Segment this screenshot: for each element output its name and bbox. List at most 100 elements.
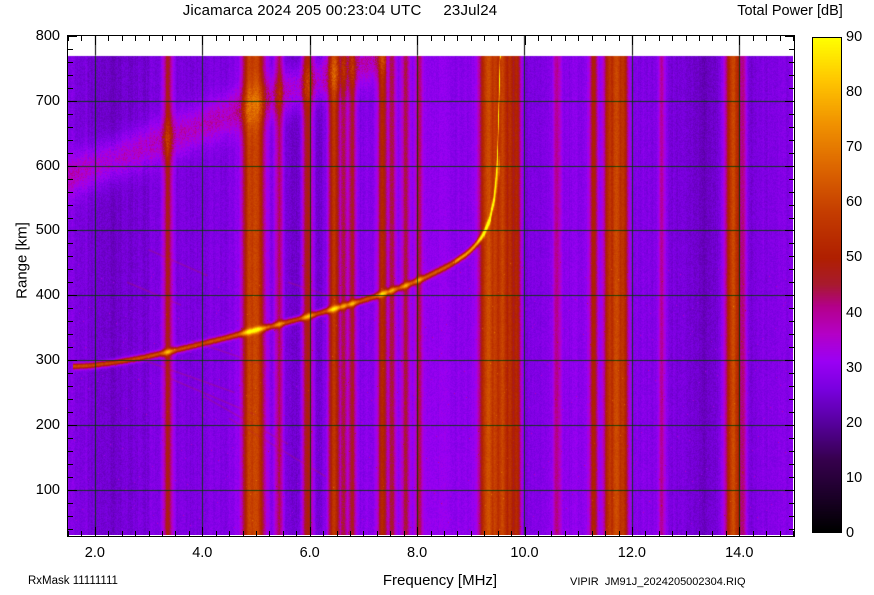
y-minor-tick: [789, 256, 794, 258]
colorbar-tick-label: 70: [846, 139, 863, 156]
y-minor-tick: [68, 126, 73, 128]
y-minor-tick: [68, 502, 73, 504]
x-major-tick: [524, 527, 526, 536]
x-major-tick: [739, 527, 741, 536]
y-minor-tick: [68, 398, 73, 400]
x-minor-tick: [349, 36, 351, 41]
x-minor-tick: [403, 36, 405, 41]
y-tick-label: 700: [35, 92, 60, 109]
y-major-tick: [68, 36, 77, 37]
x-minor-tick: [215, 531, 217, 536]
x-minor-tick: [470, 531, 472, 536]
x-minor-tick: [685, 531, 687, 536]
x-minor-tick: [457, 531, 459, 536]
ionogram-plot-area[interactable]: [67, 35, 795, 537]
x-minor-tick: [605, 36, 606, 41]
y-tick-label: 500: [35, 222, 60, 239]
y-minor-tick: [789, 398, 794, 400]
x-minor-tick: [645, 531, 647, 536]
x-minor-tick: [269, 36, 271, 41]
y-major-tick: [68, 424, 77, 426]
x-minor-tick: [578, 36, 580, 41]
x-minor-tick: [121, 36, 123, 41]
y-minor-tick: [789, 243, 794, 245]
x-minor-tick: [148, 36, 150, 41]
colorbar-tick-label: 30: [846, 359, 863, 376]
y-minor-tick: [789, 411, 794, 413]
x-minor-tick: [511, 36, 513, 41]
x-minor-tick: [672, 531, 674, 536]
y-minor-tick: [789, 87, 794, 89]
x-minor-tick: [712, 36, 714, 41]
colorbar-tick-label: 80: [846, 84, 863, 101]
rxmask-annotation: RxMask 11111111: [28, 575, 118, 587]
x-major-tick: [524, 36, 526, 45]
y-major-tick: [68, 230, 77, 232]
y-minor-tick: [789, 269, 794, 271]
y-major-tick: [68, 360, 77, 361]
x-minor-tick: [121, 531, 123, 536]
y-minor-tick: [68, 515, 73, 517]
datafile-annotation: VIPIR JM91J_2024205002304.RIQ: [570, 576, 746, 588]
x-major-tick: [417, 36, 419, 45]
y-major-tick: [785, 295, 794, 297]
x-minor-tick: [242, 36, 244, 41]
x-minor-tick: [296, 36, 298, 41]
x-minor-tick: [135, 36, 137, 41]
x-minor-tick: [752, 531, 754, 536]
x-minor-tick: [403, 531, 405, 536]
x-minor-tick: [537, 531, 539, 536]
y-minor-tick: [789, 502, 794, 504]
x-minor-tick: [229, 531, 231, 536]
x-minor-tick: [269, 531, 271, 536]
x-minor-tick: [685, 36, 687, 41]
x-minor-tick: [162, 531, 163, 536]
y-tick-label: 100: [35, 481, 60, 498]
x-minor-tick: [81, 531, 83, 536]
x-minor-tick: [390, 36, 392, 41]
y-minor-tick: [789, 515, 794, 517]
y-minor-tick: [68, 437, 73, 439]
y-minor-tick: [68, 61, 73, 63]
x-minor-tick: [591, 531, 593, 536]
y-minor-tick: [68, 191, 73, 193]
y-minor-tick: [789, 334, 794, 336]
colorbar-tick-label: 20: [846, 414, 863, 431]
x-minor-tick: [336, 531, 338, 536]
x-minor-tick: [591, 36, 593, 41]
x-minor-tick: [752, 36, 754, 41]
x-tick-label: 14.0: [725, 545, 754, 561]
x-minor-tick: [725, 36, 727, 41]
y-minor-tick: [68, 113, 73, 115]
y-minor-tick: [68, 450, 73, 452]
x-major-tick: [739, 36, 741, 45]
ionogram-heatmap-canvas: [68, 36, 793, 535]
y-minor-tick: [68, 476, 73, 478]
x-minor-tick: [108, 36, 110, 41]
y-minor-tick: [789, 308, 794, 310]
x-minor-tick: [242, 531, 244, 536]
x-minor-tick: [336, 36, 338, 41]
y-minor-tick: [789, 373, 794, 374]
x-major-tick: [202, 36, 204, 45]
x-minor-tick: [672, 36, 674, 41]
y-minor-tick: [68, 217, 73, 219]
x-minor-tick: [537, 36, 539, 41]
y-minor-tick: [789, 49, 794, 50]
colorbar-tick-label: 50: [846, 249, 863, 266]
x-minor-tick: [484, 531, 486, 536]
x-minor-tick: [551, 36, 553, 41]
x-tick-label: 6.0: [299, 545, 320, 561]
y-major-tick: [785, 36, 794, 37]
y-tick-label: 800: [35, 28, 60, 44]
x-minor-tick: [699, 36, 700, 41]
y-minor-tick: [68, 321, 73, 323]
y-minor-tick: [789, 437, 794, 439]
x-minor-tick: [81, 36, 83, 41]
y-minor-tick: [68, 204, 73, 206]
colorbar-tick-label: 40: [846, 304, 863, 321]
y-minor-tick: [789, 385, 794, 387]
y-minor-tick: [68, 385, 73, 387]
